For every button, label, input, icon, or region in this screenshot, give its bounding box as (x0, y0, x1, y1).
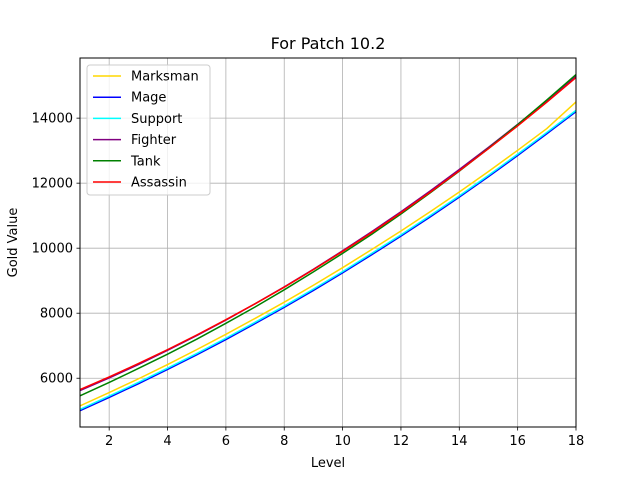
x-tick-label: 10 (334, 434, 351, 449)
x-tick-label: 12 (393, 434, 410, 449)
legend-label-tank: Tank (130, 154, 161, 169)
legend-label-fighter: Fighter (131, 133, 177, 148)
x-tick-label: 6 (222, 434, 230, 449)
x-axis-label: Level (311, 456, 345, 471)
series-line-mage (79, 111, 577, 412)
y-tick-label: 8000 (40, 307, 73, 322)
legend-label-mage: Mage (131, 91, 166, 106)
y-tick-label: 12000 (32, 177, 73, 192)
x-tick-label: 14 (451, 434, 468, 449)
x-tick-label: 18 (568, 434, 585, 449)
x-axis-ticks: 2 4 6 8 10 12 14 16 18 (105, 427, 584, 449)
chart-title: For Patch 10.2 (271, 34, 386, 53)
x-tick-label: 16 (509, 434, 526, 449)
y-tick-label: 10000 (32, 242, 73, 257)
legend-label-marksman: Marksman (131, 70, 199, 85)
plot-frame (79, 57, 577, 428)
legend: Marksman Mage Support Fighter Tank Assassin (86, 64, 211, 196)
x-tick-label: 8 (280, 434, 288, 449)
series-line-assassin (79, 76, 577, 391)
x-tick-label: 2 (105, 434, 113, 449)
y-tick-label: 14000 (32, 112, 73, 127)
legend-label-assassin: Assassin (131, 176, 187, 191)
legend-label-support: Support (131, 112, 182, 127)
series-line-marksman (79, 101, 577, 407)
y-tick-label: 6000 (40, 372, 73, 387)
x-tick-label: 4 (163, 434, 171, 449)
series-lines (79, 74, 577, 412)
y-axis-ticks: 6000 8000 10000 12000 14000 (32, 112, 80, 387)
series-line-support (79, 109, 577, 411)
y-axis-label: Gold Value (6, 208, 21, 278)
